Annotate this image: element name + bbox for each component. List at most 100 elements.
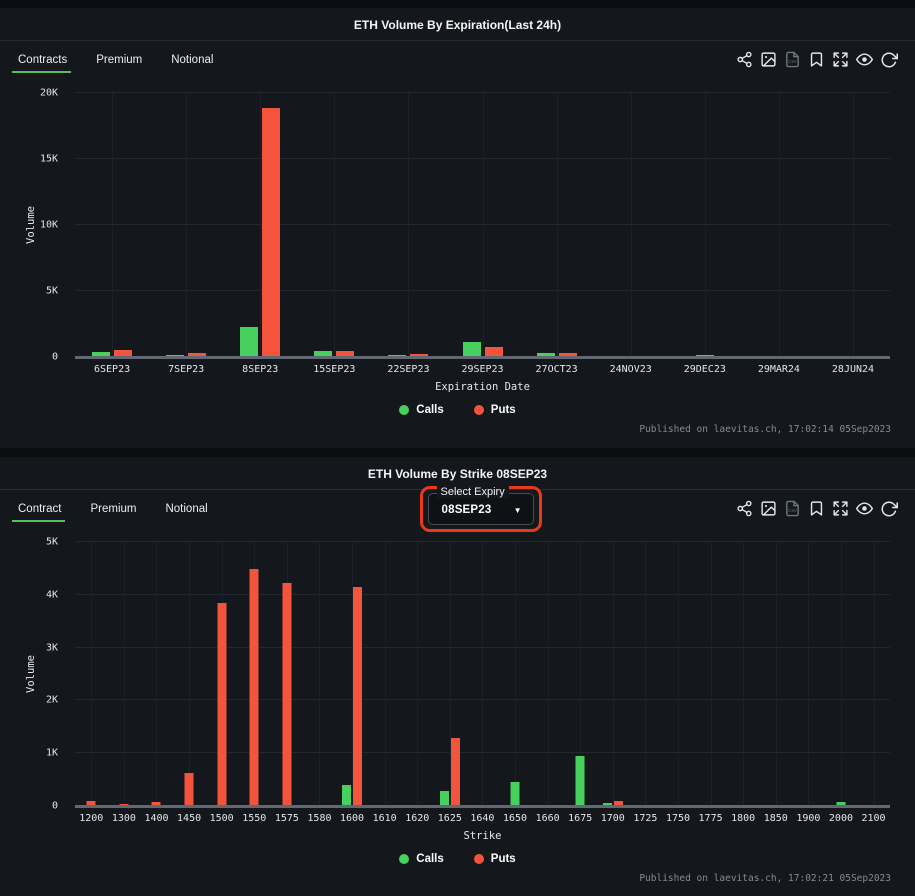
x-axis-title: Strike <box>463 830 502 842</box>
tab-premium[interactable]: Premium <box>90 502 137 515</box>
bar-puts-27OCT23 <box>558 353 577 357</box>
category-slot <box>564 542 597 806</box>
y-tick-label: 15K <box>39 153 58 165</box>
x-tick-label: 1700 <box>600 813 625 824</box>
bar-pair <box>575 755 585 806</box>
bar-pair <box>439 737 460 806</box>
bar-pair <box>217 602 227 806</box>
bar-puts-15SEP23 <box>336 351 355 357</box>
legend-dot-puts <box>473 405 484 415</box>
vertical-gridline <box>630 93 632 357</box>
tab-notional[interactable]: Notional <box>171 53 214 66</box>
tab-contracts[interactable]: Contracts <box>11 53 72 73</box>
plot-area <box>75 541 890 808</box>
y-tick-label: 0 <box>51 800 58 812</box>
category-slot <box>401 542 434 806</box>
bar-puts-1600 <box>353 586 363 806</box>
bar-puts-1200 <box>86 801 96 806</box>
category-slot <box>445 93 519 357</box>
bar-calls-1625 <box>439 791 449 806</box>
visibility-icon[interactable] <box>856 51 873 68</box>
select-expiry-label: Select Expiry <box>436 486 509 498</box>
category-slot <box>825 542 858 806</box>
bookmark-icon[interactable] <box>808 51 825 68</box>
visibility-icon[interactable] <box>856 500 873 517</box>
category-slot <box>499 542 532 806</box>
tab-contract[interactable]: Contract <box>11 502 66 522</box>
x-axis-title: Expiration Date <box>435 381 530 393</box>
bar-calls-1675 <box>575 755 585 806</box>
tab-notional[interactable]: Notional <box>165 502 208 515</box>
published-timestamp: Published on laevitas.ch, 17:02:14 05Sep… <box>639 424 891 435</box>
select-expiry-highlight-annotation: Select Expiry 08SEP23 ▼ <box>419 486 542 532</box>
category-slot <box>303 542 336 806</box>
category-slot <box>668 93 742 357</box>
category-slot <box>368 542 401 806</box>
bar-pair <box>86 801 96 806</box>
x-tick-label: 1610 <box>372 813 397 824</box>
x-tick-label: 2100 <box>861 813 886 824</box>
vertical-gridline <box>482 93 484 357</box>
horizontal-gridline <box>75 158 890 159</box>
chart-title: ETH Volume By Expiration(Last 24h) <box>0 8 915 41</box>
legend-label: Calls <box>416 404 444 416</box>
vertical-gridline <box>334 93 336 357</box>
bar-pair <box>836 802 846 806</box>
x-tick-label: 24NOV23 <box>609 364 652 375</box>
y-tick-label: 5K <box>45 536 58 548</box>
bar-puts-1500 <box>217 602 227 806</box>
csv-export-icon[interactable]: CSV <box>784 500 801 517</box>
horizontal-gridline <box>75 541 890 542</box>
bar-pair <box>166 353 207 357</box>
x-tick-label: 8SEP23 <box>242 364 279 375</box>
fullscreen-icon[interactable] <box>832 500 849 517</box>
bar-pair <box>184 773 194 806</box>
legend-item-puts[interactable]: Puts <box>473 853 516 865</box>
category-slot <box>371 93 445 357</box>
bar-puts-29SEP23 <box>484 346 503 357</box>
y-tick-label: 10K <box>39 219 58 231</box>
legend-item-puts[interactable]: Puts <box>473 404 516 416</box>
bar-calls-1600 <box>342 784 352 806</box>
fullscreen-icon[interactable] <box>832 51 849 68</box>
y-tick-label: 5K <box>45 285 58 297</box>
vertical-gridline <box>704 93 706 357</box>
horizontal-gridline <box>75 224 890 225</box>
bar-puts-6SEP23 <box>114 350 133 357</box>
bar-pair <box>92 350 133 357</box>
horizontal-gridline <box>75 290 890 291</box>
legend-item-calls[interactable]: Calls <box>399 853 444 865</box>
x-tick-label: 15SEP23 <box>313 364 356 375</box>
bar-pair <box>536 352 577 357</box>
category-slot <box>149 93 223 357</box>
bar-puts-1700 <box>613 800 623 806</box>
csv-export-icon[interactable]: CSV <box>784 51 801 68</box>
select-expiry-dropdown[interactable]: Select Expiry 08SEP23 ▼ <box>427 486 534 525</box>
y-tick-label: 20K <box>39 87 58 99</box>
category-slot <box>140 542 173 806</box>
bar-puts-7SEP23 <box>188 353 207 357</box>
share-icon[interactable] <box>736 500 753 517</box>
bar-calls-29SEP23 <box>462 341 481 357</box>
tab-premium[interactable]: Premium <box>96 53 143 66</box>
x-tick-label: 1400 <box>144 813 169 824</box>
share-icon[interactable] <box>736 51 753 68</box>
vertical-gridline <box>319 542 321 806</box>
vertical-gridline <box>91 542 93 806</box>
refresh-icon[interactable] <box>880 51 898 69</box>
bookmark-icon[interactable] <box>808 500 825 517</box>
bar-pair <box>151 801 161 806</box>
svg-text:CSV: CSV <box>788 508 797 513</box>
category-slot <box>173 542 206 806</box>
refresh-icon[interactable] <box>880 500 898 518</box>
category-slot <box>727 542 760 806</box>
x-tick-label: 1450 <box>177 813 202 824</box>
vertical-gridline <box>112 93 114 357</box>
vertical-gridline <box>515 542 517 806</box>
legend-item-calls[interactable]: Calls <box>399 404 444 416</box>
image-export-icon[interactable] <box>760 500 777 517</box>
vertical-gridline <box>352 542 354 806</box>
vertical-gridline <box>408 93 410 357</box>
image-export-icon[interactable] <box>760 51 777 68</box>
